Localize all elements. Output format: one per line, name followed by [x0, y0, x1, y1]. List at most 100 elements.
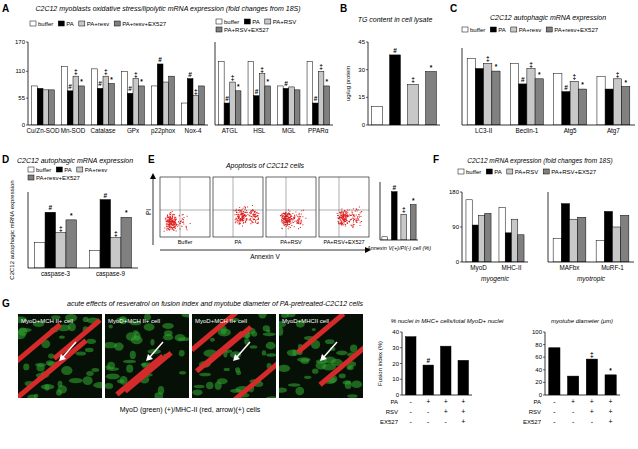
bar [45, 212, 55, 268]
micrograph-image [192, 314, 276, 398]
y-tick [460, 192, 462, 193]
y-tick [460, 262, 462, 263]
bar [157, 64, 163, 125]
y-label: Fusion index (%) [377, 341, 383, 386]
category-label: Atg7 [607, 127, 620, 135]
bar [193, 96, 199, 125]
bar [561, 204, 569, 262]
nucleus [266, 330, 271, 333]
nucleus [130, 351, 136, 359]
bar [199, 86, 205, 125]
legend-swatch [507, 169, 513, 174]
significance: * [538, 71, 541, 78]
nucleus [194, 385, 205, 388]
nucleus [350, 345, 357, 353]
nucleus [61, 366, 72, 375]
legend-swatch [490, 27, 496, 32]
title: acute effects of resveratrol on fusion i… [67, 300, 363, 308]
bar [313, 103, 319, 125]
category-label: GPx [127, 127, 140, 134]
condition-sign: - [572, 408, 575, 415]
condition-sign: + [609, 418, 613, 425]
bar [103, 76, 109, 125]
legend-item: buffer [462, 27, 485, 33]
nucleus [105, 365, 110, 369]
condition-sign: + [590, 398, 594, 405]
significance: * [581, 81, 584, 88]
myotube [52, 318, 101, 360]
x-axis [380, 240, 418, 241]
significance: ‡ [194, 88, 198, 95]
significance: ‡ [402, 206, 406, 213]
bar [121, 217, 131, 268]
x-axis [548, 262, 634, 263]
bar [578, 89, 586, 125]
y-tick [543, 332, 545, 333]
bar [605, 375, 616, 395]
significance: # [103, 192, 107, 199]
y-tick-label: 40 [392, 329, 399, 335]
bar [318, 71, 324, 125]
condition-sign: - [591, 418, 594, 425]
significance: # [426, 357, 430, 364]
bar [467, 58, 475, 125]
legend-swatch [28, 175, 34, 180]
y-tick [366, 97, 368, 98]
y-label: ug/ug protein [345, 66, 351, 101]
legend-label: PA+resv+EX527 [554, 27, 599, 33]
axis-label: PI [145, 209, 152, 215]
legend-swatch [58, 21, 64, 26]
condition-sign: + [609, 408, 613, 415]
micrograph: MyoD+MHCII cell [272, 311, 368, 398]
bar [163, 82, 169, 125]
y-tick-label: 110 [15, 68, 25, 74]
legend-item: PA+RSV [265, 19, 296, 25]
legend-swatch [546, 27, 552, 32]
legend-swatch [511, 27, 517, 32]
bars [382, 192, 416, 240]
bar [512, 219, 518, 262]
significance: # [48, 204, 52, 211]
legend-swatch [30, 21, 36, 26]
condition-sign: + [444, 408, 448, 415]
significance: # [284, 80, 288, 87]
title: C2C12 myoblasts oxidative stress/lipolyt… [35, 5, 300, 13]
condition-sign: + [444, 398, 448, 405]
bar [472, 225, 478, 262]
arrow [62, 342, 76, 358]
bar [519, 84, 527, 125]
background [0, 0, 638, 449]
legend-label: buffer [36, 167, 51, 173]
micrograph-bg [105, 314, 189, 398]
axis-label: Annexin V [250, 253, 280, 260]
legend-label: PA+RSV+EX527 [551, 169, 597, 175]
x-axis [402, 395, 472, 396]
x-label: myotropic [577, 275, 606, 283]
bar [597, 76, 605, 125]
nucleus [181, 314, 189, 318]
bar [426, 72, 437, 125]
category-label: MAFbx [560, 264, 581, 271]
bar [423, 365, 434, 395]
quadrant-line [233, 177, 234, 237]
legend-item: PA [490, 27, 506, 33]
nucleus [83, 376, 93, 385]
figure: 055110170Cu/Zn-SODMn-SODCatalaseGPxp22ph… [0, 0, 638, 449]
category-label: LC3-II [475, 127, 492, 134]
y-tick [400, 363, 402, 364]
bar [111, 238, 121, 268]
bar [479, 215, 485, 262]
legend-item: PA+resv [511, 27, 541, 33]
legend-swatch [265, 19, 271, 24]
legend-swatch [77, 167, 83, 172]
y-tick [400, 332, 402, 333]
nucleus [144, 323, 155, 331]
y-tick-label: 40 [535, 367, 542, 373]
nucleus [179, 350, 185, 356]
x-axis [462, 262, 528, 263]
title: C2C12 autophagic mRNA expression [17, 157, 133, 165]
x-axis [545, 395, 620, 396]
significance: * [609, 367, 612, 374]
y-tick [460, 227, 462, 228]
bar [622, 87, 630, 126]
